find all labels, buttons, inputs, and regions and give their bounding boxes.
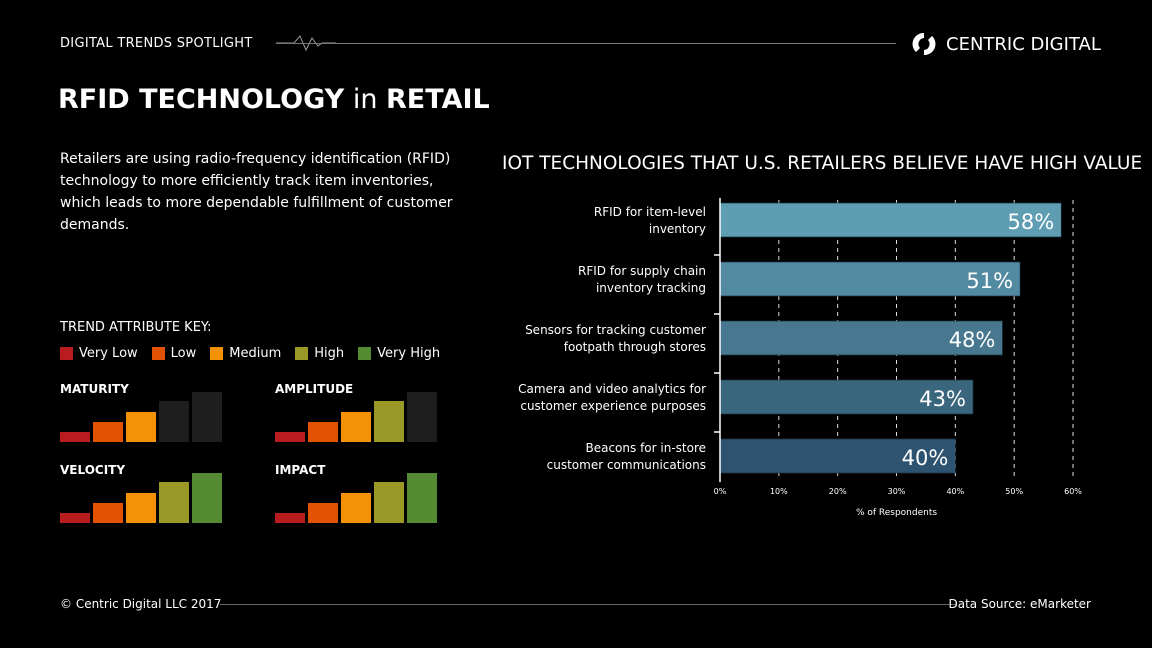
legend-label: High [314, 346, 345, 361]
level-bar [60, 513, 90, 523]
attribute-label: IMPACT [275, 463, 326, 477]
category-line: inventory tracking [595, 281, 706, 295]
level-bar [374, 482, 404, 523]
level-bar [192, 473, 222, 523]
legend-item: Very High [358, 346, 440, 361]
legend-item: Very Low [60, 346, 138, 361]
level-bar [126, 412, 156, 442]
copyright: © Centric Digital LLC 2017 [60, 597, 222, 611]
category-label: Sensors for tracking customer footpath th… [486, 322, 706, 356]
level-bar [275, 513, 305, 523]
spotlight-label: DIGITAL TRENDS SPOTLIGHT [60, 36, 253, 51]
centric-logo-icon [912, 32, 936, 56]
bar [719, 202, 1062, 238]
trend-legend: Very Low Low Medium High Very High [60, 346, 440, 361]
level-bar [93, 503, 123, 523]
legend-label: Very Low [79, 346, 138, 361]
legend-label: Low [170, 346, 197, 361]
level-bar [275, 432, 305, 442]
attribute-label: AMPLITUDE [275, 382, 354, 396]
legend-swatch [151, 347, 165, 360]
legend-swatch [358, 347, 372, 360]
chart-title: IOT TECHNOLOGIES THAT U.S. RETAILERS BEL… [502, 153, 1143, 174]
category-label: RFID for supply chain inventory tracking [486, 263, 706, 297]
level-bar [407, 473, 437, 523]
category-line: RFID for supply chain [578, 264, 706, 278]
trend-key-title: TREND ATTRIBUTE KEY: [60, 320, 212, 335]
legend-swatch [295, 347, 309, 360]
category-line: customer experience purposes [520, 399, 706, 413]
category-line: Beacons for in-store [585, 441, 706, 455]
category-label: RFID for item-level inventory [486, 204, 706, 238]
category-label: Camera and video analytics for customer e… [486, 381, 706, 415]
title-part: in [344, 84, 387, 115]
category-line: Camera and video analytics for [518, 382, 706, 396]
brand-name: CENTRIC DIGITAL [946, 33, 1101, 55]
header-divider [276, 43, 896, 44]
level-bar [126, 493, 156, 523]
category-label: Beacons for in-store customer communicati… [486, 440, 706, 474]
level-bar [192, 392, 222, 442]
legend-label: Very High [377, 346, 441, 361]
legend-item: Medium [210, 346, 281, 361]
legend-item: High [295, 346, 344, 361]
level-bar [308, 503, 338, 523]
category-line: inventory [648, 222, 706, 236]
level-bar [374, 401, 404, 442]
data-label: 48% [949, 328, 996, 352]
x-tick-label: 40% [946, 487, 964, 496]
data-label: 58% [1008, 210, 1055, 234]
category-line: RFID for item-level [593, 205, 706, 219]
attribute-label: MATURITY [60, 382, 129, 396]
attribute-velocity: VELOCITY [60, 463, 230, 523]
category-line: Sensors for tracking customer [525, 323, 706, 337]
legend-label: Medium [229, 346, 282, 361]
x-tick-label: 30% [888, 487, 906, 496]
level-bar [159, 482, 189, 523]
level-bar [60, 432, 90, 442]
bar [719, 261, 1021, 297]
level-bar [341, 493, 371, 523]
level-bar [407, 392, 437, 442]
category-line: footpath through stores [563, 340, 706, 354]
legend-swatch [210, 347, 224, 360]
attribute-impact: IMPACT [275, 463, 445, 523]
level-bar [93, 422, 123, 442]
category-line: customer communications [546, 458, 706, 472]
x-axis-label: % of Respondents [856, 508, 937, 518]
attribute-amplitude: AMPLITUDE [275, 382, 445, 442]
data-label: 43% [919, 387, 966, 411]
x-tick-label: 0% [714, 487, 727, 496]
attribute-label: VELOCITY [60, 463, 126, 477]
x-tick-label: 50% [1005, 487, 1023, 496]
title-part: RETAIL [386, 84, 490, 115]
footer-divider [220, 604, 956, 605]
level-bar [159, 401, 189, 442]
brand-logo: CENTRIC DIGITAL [910, 30, 1101, 58]
intro-text: Retailers are using radio-frequency iden… [60, 151, 453, 233]
title-part: RFID TECHNOLOGY [58, 84, 345, 115]
data-source: Data Source: eMarketer [948, 597, 1092, 611]
legend-item: Low [151, 346, 197, 361]
x-tick-label: 10% [770, 487, 788, 496]
attribute-maturity: MATURITY [60, 382, 230, 442]
data-label: 51% [966, 269, 1013, 293]
x-tick-label: 20% [829, 487, 847, 496]
x-tick-label: 60% [1064, 487, 1082, 496]
bar [719, 320, 1003, 356]
data-label: 40% [902, 446, 949, 470]
page-title: RFID TECHNOLOGY in RETAIL [58, 84, 490, 115]
level-bar [308, 422, 338, 442]
legend-swatch [60, 347, 73, 360]
level-bar [341, 412, 371, 442]
